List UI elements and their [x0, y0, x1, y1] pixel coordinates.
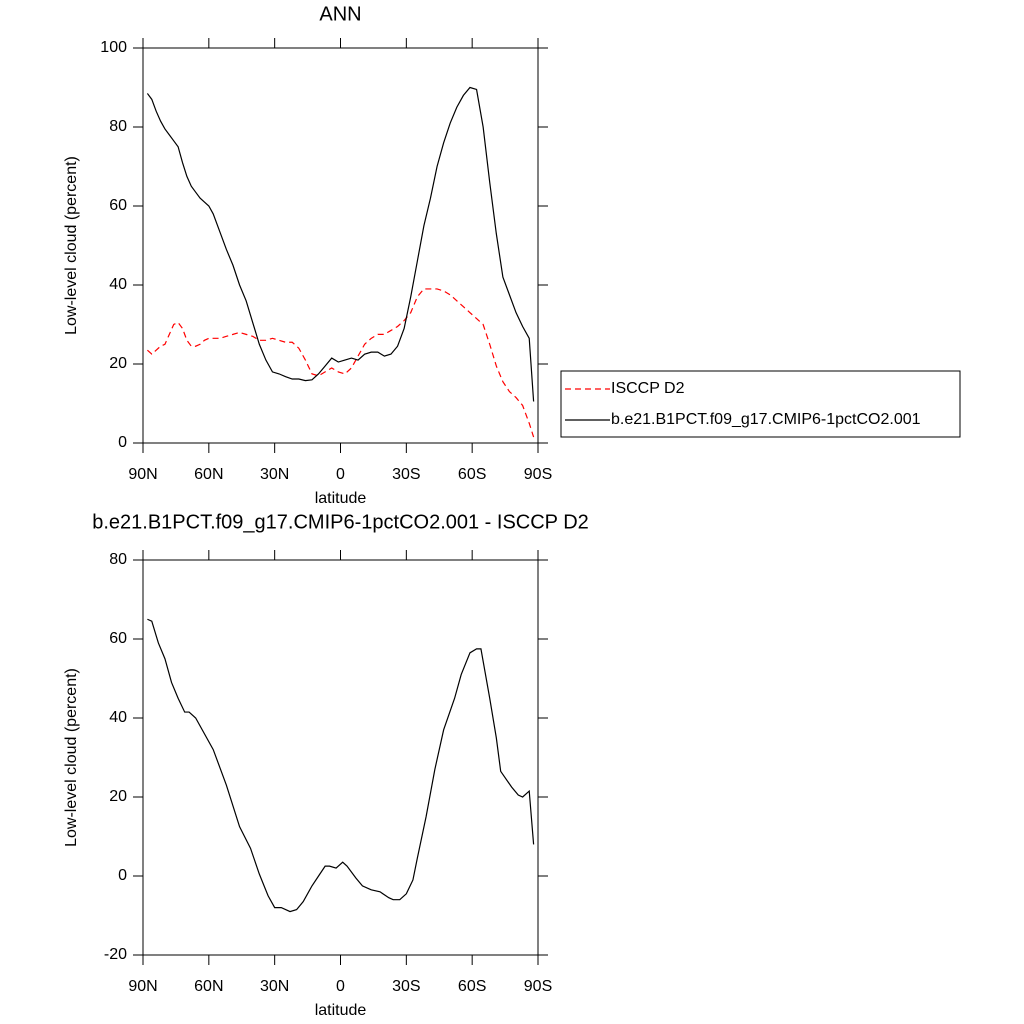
plot-frame: [142, 559, 539, 956]
x-tick-label: 60N: [194, 978, 223, 995]
y-tick-label: 0: [118, 434, 127, 451]
legend-label: ISCCP D2: [611, 380, 685, 397]
data-line: [147, 618, 535, 913]
legend: ISCCP D2 b.e21.B1PCT.f09_g17.CMIP6-1pctCO…: [560, 370, 961, 438]
y-axis-label: Low-level cloud (percent): [63, 668, 80, 847]
y-tick-label: -20: [104, 946, 127, 963]
y-axis-label: Low-level cloud (percent): [63, 156, 80, 335]
y-tick-label: 100: [100, 39, 127, 56]
legend-label: b.e21.B1PCT.f09_g17.CMIP6-1pctCO2.001: [611, 411, 921, 428]
x-tick-label: 90S: [524, 466, 552, 483]
y-tick-label: 20: [109, 788, 127, 805]
x-tick-label: 30S: [392, 466, 420, 483]
y-tick-label: 40: [109, 276, 127, 293]
x-tick-label: 0: [336, 978, 345, 995]
plot-frame: [142, 47, 539, 444]
chart-title: ANN: [319, 3, 361, 25]
x-axis-label: latitude: [315, 1002, 367, 1019]
legend-box: [560, 370, 961, 438]
x-tick-label: 0: [336, 466, 345, 483]
y-tick-label: 80: [109, 118, 127, 135]
x-tick-label: 60S: [458, 978, 486, 995]
x-tick-label: 90N: [128, 978, 157, 995]
x-tick-label: 30N: [260, 466, 289, 483]
x-tick-label: 90N: [128, 466, 157, 483]
x-tick-label: 90S: [524, 978, 552, 995]
chart-title: b.e21.B1PCT.f09_g17.CMIP6-1pctCO2.001 - …: [92, 511, 589, 533]
x-tick-label: 30N: [260, 978, 289, 995]
y-tick-label: 80: [109, 551, 127, 568]
x-tick-label: 30S: [392, 978, 420, 995]
x-axis-label: latitude: [315, 490, 367, 507]
y-tick-label: 40: [109, 709, 127, 726]
x-tick-label: 60S: [458, 466, 486, 483]
x-tick-label: 60N: [194, 466, 223, 483]
data-line: [146, 288, 535, 438]
y-tick-label: 20: [109, 355, 127, 372]
y-tick-label: 60: [109, 197, 127, 214]
y-tick-label: 0: [118, 867, 127, 884]
y-tick-label: 60: [109, 630, 127, 647]
data-line: [146, 86, 535, 402]
